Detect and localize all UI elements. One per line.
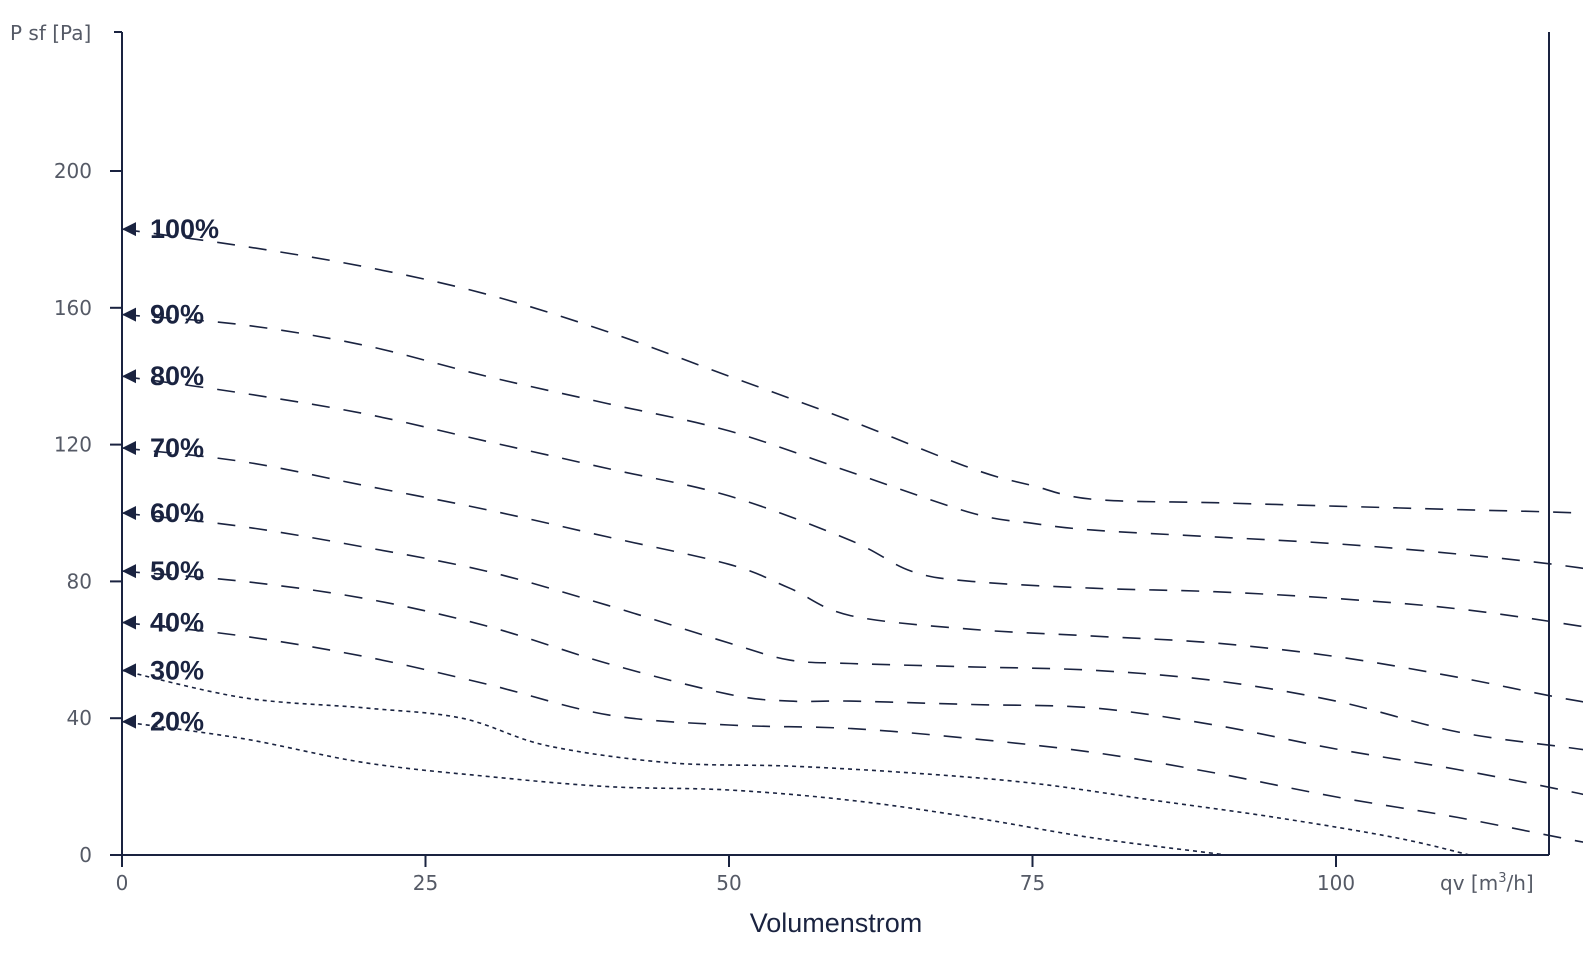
curve-start-marker — [122, 714, 136, 729]
curve-start-marker — [122, 615, 136, 630]
series-curves — [121, 228, 1583, 856]
curve-20-percent — [121, 720, 1227, 856]
y-axis-ticks: 0 40 80 120 160 200 — [54, 159, 122, 867]
x-axis-ticks: 0255075100125150175200 — [116, 855, 1355, 895]
curve-label: 40% — [150, 607, 204, 637]
curve-50-percent — [121, 570, 1583, 796]
x-tick-label: 75 — [1020, 871, 1045, 895]
curve-start-marker — [122, 222, 136, 237]
curve-start-marker — [122, 307, 136, 322]
curve-40-percent — [121, 621, 1583, 843]
curve-start-marker — [122, 506, 136, 520]
x-tick-label: 0 — [116, 871, 129, 895]
curve-30-percent — [121, 669, 1470, 856]
curve-100-percent — [121, 228, 1583, 514]
curve-label: 50% — [150, 556, 204, 586]
curve-label: 100% — [150, 214, 219, 244]
x-axis-unit-label: qv [m3/h] — [1440, 871, 1534, 895]
curve-80-percent — [121, 375, 1583, 628]
curve-90-percent — [121, 313, 1583, 570]
curve-label: 90% — [150, 300, 204, 330]
y-tick-label: 40 — [67, 706, 92, 730]
curve-60-percent — [121, 512, 1583, 751]
y-tick-label: 0 — [79, 843, 92, 867]
curve-label: 60% — [150, 498, 204, 528]
y-tick-label: 200 — [54, 159, 92, 183]
y-tick-label: 160 — [54, 296, 92, 320]
x-tick-label: 50 — [716, 871, 741, 895]
series-labels: 100% 90% 80% 70% 60% 50% 40% 30% 20% — [150, 214, 219, 736]
curve-70-percent — [121, 447, 1583, 703]
curve-start-marker — [122, 441, 136, 456]
curve-label: 70% — [150, 433, 204, 463]
x-tick-label: 100 — [1317, 871, 1355, 895]
curve-start-marker — [122, 369, 136, 384]
curve-start-marker — [122, 663, 136, 678]
curve-label: 20% — [150, 707, 204, 737]
curve-label: 80% — [150, 361, 204, 391]
y-tick-label: 120 — [54, 433, 92, 457]
y-axis-unit-label: P sf [Pa] — [10, 21, 91, 45]
curve-label: 30% — [150, 655, 204, 685]
x-axis-title: Volumenstrom — [750, 908, 923, 938]
curve-start-marker — [122, 564, 136, 579]
y-tick-label: 80 — [67, 569, 92, 593]
series-markers — [122, 222, 136, 729]
x-tick-label: 25 — [413, 871, 438, 895]
